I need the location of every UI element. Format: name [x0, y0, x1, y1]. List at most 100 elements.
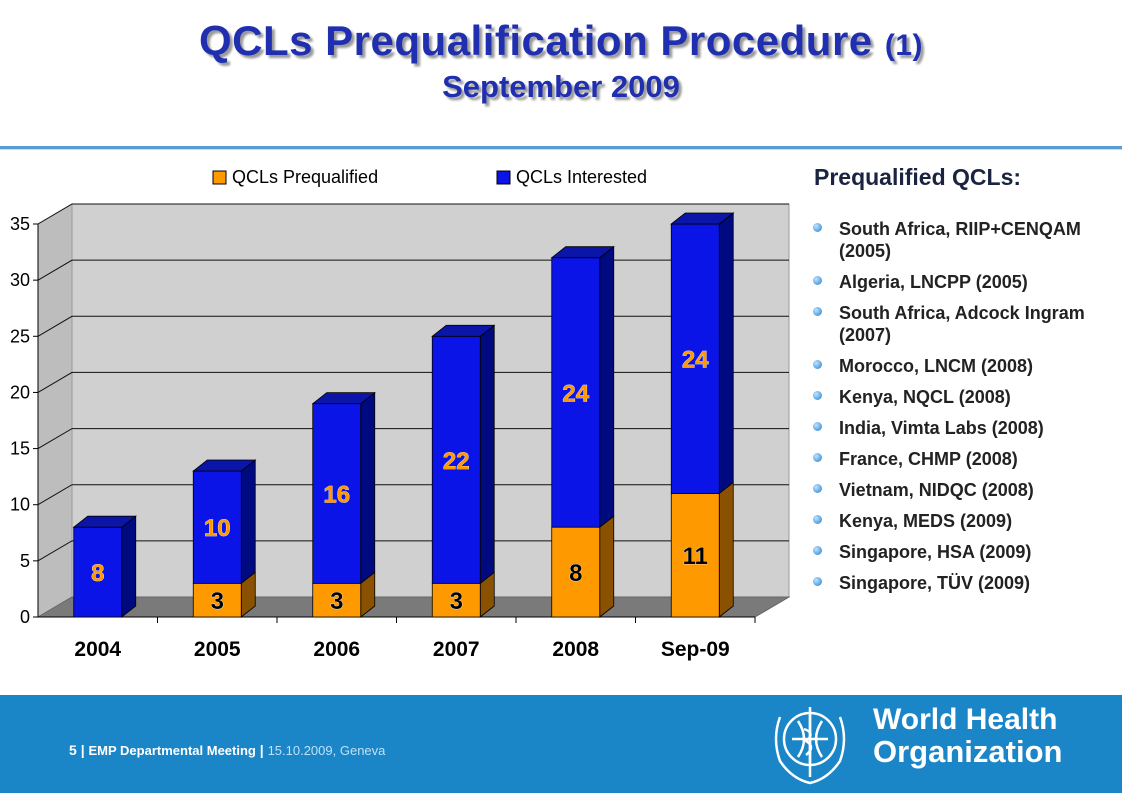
x-tick-label: Sep-09	[661, 638, 730, 661]
bar-side	[599, 515, 615, 618]
bar-interested	[192, 470, 242, 584]
data-label: 10	[204, 515, 231, 542]
title-main: QCLs Prequalification Procedure	[198, 17, 873, 64]
prequalified-list-item: India, Vimta Labs (2008)	[812, 417, 1117, 439]
x-tick-label: 2007	[433, 638, 480, 661]
data-label: 24	[682, 347, 709, 374]
y-tick-label: 20	[10, 382, 30, 402]
bullet-icon	[813, 391, 822, 400]
title-subtitle: September 2009	[442, 69, 680, 104]
x-tick-label: 2008	[552, 638, 599, 661]
y-tick-label: 35	[10, 214, 30, 234]
bar-interested	[312, 403, 362, 584]
bullet-icon	[813, 577, 822, 586]
bar-top	[431, 324, 496, 337]
y-tick-label: 0	[20, 607, 30, 627]
meeting-name: EMP Departmental Meeting	[88, 743, 256, 758]
meeting-date: 15.10.2009, Geneva	[267, 743, 386, 758]
gridline	[37, 259, 789, 281]
prequalified-list-item: Singapore, TÜV (2009)	[812, 572, 1117, 594]
prequalified-list-item-text: South Africa, Adcock Ingram (2007)	[839, 303, 1085, 345]
y-tick-label: 10	[10, 495, 30, 515]
page-number: 5	[69, 742, 77, 758]
x-tick-label: 2005	[194, 638, 241, 661]
footer-text: 5 | EMP Departmental Meeting | 15.10.200…	[69, 742, 385, 758]
chart-side-wall	[37, 203, 73, 618]
prequalified-list-item: Kenya, MEDS (2009)	[812, 510, 1117, 532]
bullet-icon	[813, 546, 822, 555]
gridline	[37, 315, 789, 337]
x-tick-label: 2004	[74, 638, 121, 661]
who-wordmark-line2: Organization	[873, 734, 1063, 769]
data-label: 24	[562, 380, 589, 407]
bar-side	[240, 459, 256, 585]
bar-top	[72, 515, 137, 528]
bar-interested	[73, 526, 123, 618]
bar-side	[360, 391, 376, 585]
who-emblem-icon	[774, 707, 846, 785]
bar-side	[479, 324, 495, 585]
bullet-icon	[813, 360, 822, 369]
prequalified-list-item: Algeria, LNCPP (2005)	[812, 271, 1117, 293]
prequalified-list-item-text: South Africa, RIIP+CENQAM (2005)	[839, 219, 1081, 261]
prequalified-list-item-text: India, Vimta Labs (2008)	[839, 418, 1044, 438]
bullet-icon	[813, 422, 822, 431]
bar-top	[311, 392, 376, 405]
prequalified-list-item: Singapore, HSA (2009)	[812, 541, 1117, 563]
bullet-icon	[813, 307, 822, 316]
prequalified-list-item-text: Singapore, HSA (2009)	[839, 542, 1032, 562]
y-tick-label: 5	[20, 551, 30, 571]
bullet-icon	[813, 484, 822, 493]
legend-swatch	[212, 170, 227, 185]
prequalified-list-item: France, CHMP (2008)	[812, 448, 1117, 470]
gridline	[37, 203, 789, 225]
bullet-icon	[813, 515, 822, 524]
prequalified-list-item-text: France, CHMP (2008)	[839, 449, 1018, 469]
prequalified-list-item-text: Algeria, LNCPP (2005)	[839, 272, 1028, 292]
legend-label: QCLs Interested	[516, 167, 647, 187]
prequalified-list-title: Prequalified QCLs:	[814, 164, 1022, 190]
gridline	[37, 428, 789, 450]
bar-interested	[551, 257, 601, 528]
gridline	[37, 371, 789, 393]
bar-top	[192, 459, 257, 472]
data-label: 11	[683, 543, 708, 570]
footer-separator: |	[259, 742, 264, 758]
title-number: (1)	[884, 29, 923, 62]
prequalified-list-item-text: Vietnam, NIDQC (2008)	[839, 480, 1034, 500]
x-tick-label: 2006	[313, 638, 360, 661]
slide-title: QCLs Prequalification Procedure (1) Sept…	[0, 18, 1122, 105]
bar-side	[599, 245, 615, 528]
prequalified-list-item-text: Morocco, LNCM (2008)	[839, 356, 1034, 376]
bar-prequalified	[551, 526, 601, 618]
y-tick-label: 25	[10, 326, 30, 346]
prequalified-list-item-text: Kenya, MEDS (2009)	[839, 511, 1013, 531]
y-tick-label: 15	[10, 439, 30, 459]
data-label: 8	[569, 560, 582, 587]
prequalified-list-item: Vietnam, NIDQC (2008)	[812, 479, 1117, 501]
data-label: 22	[443, 448, 470, 475]
bar-prequalified	[431, 582, 481, 618]
prequalified-list-item-text: Singapore, TÜV (2009)	[839, 573, 1031, 593]
gridline	[37, 484, 789, 506]
bullet-icon	[813, 276, 822, 285]
title-divider	[0, 146, 1122, 149]
prequalified-list: South Africa, RIIP+CENQAM (2005) Algeria,…	[812, 218, 1117, 603]
bullet-icon	[813, 453, 822, 462]
title-divider-highlight	[0, 149, 1122, 150]
bar-side	[718, 212, 734, 495]
bar-interested	[431, 335, 481, 584]
data-label: 3	[211, 588, 224, 615]
prequalified-list-item: South Africa, Adcock Ingram (2007)	[812, 302, 1117, 346]
prequalified-list-item: Morocco, LNCM (2008)	[812, 355, 1117, 377]
bar-side	[718, 481, 734, 618]
bar-prequalified	[192, 582, 242, 618]
bar-interested	[670, 223, 720, 494]
footer-bar: 5 | EMP Departmental Meeting | 15.10.200…	[0, 695, 1122, 793]
bar-top	[550, 246, 615, 259]
bullet-icon	[813, 223, 822, 232]
prequalified-list-item: Kenya, NQCL (2008)	[812, 386, 1117, 408]
footer-separator: |	[80, 742, 85, 758]
data-label: 8	[91, 560, 104, 587]
bar-top	[670, 212, 735, 225]
